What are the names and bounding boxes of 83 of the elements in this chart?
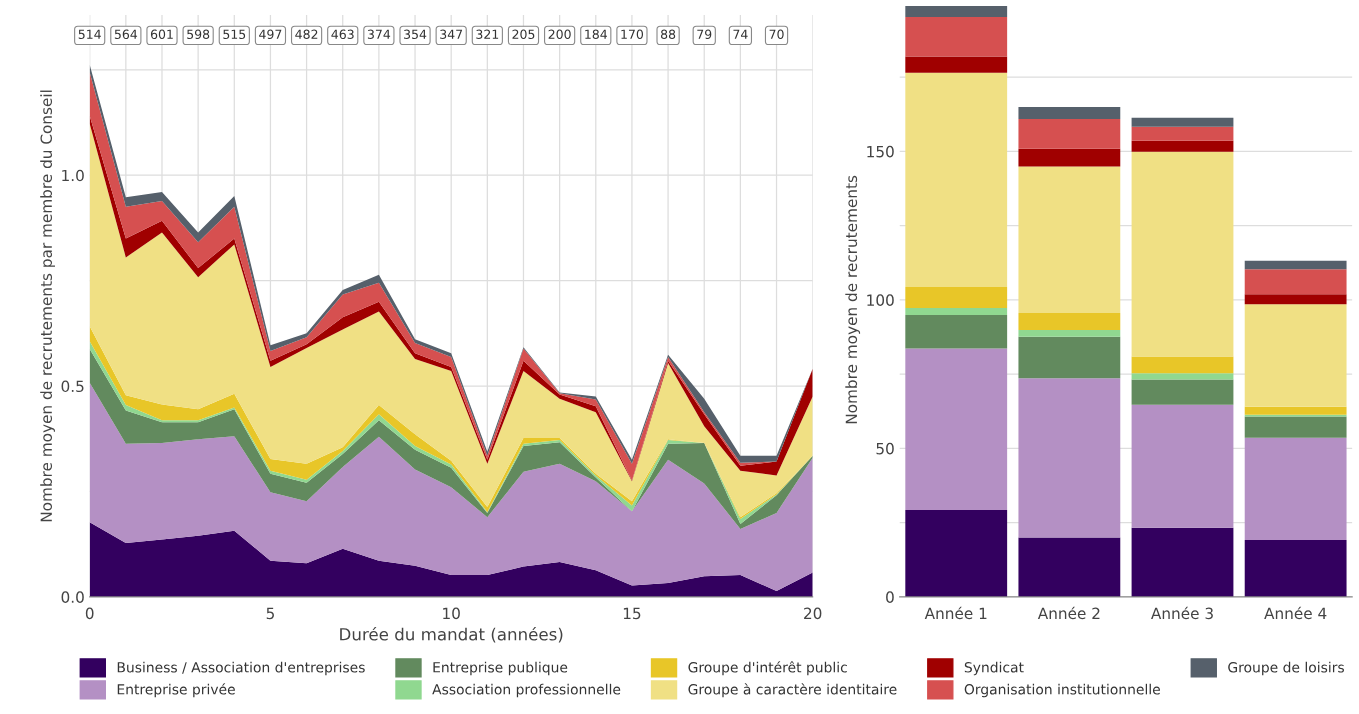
x-tick-label: 5 xyxy=(266,607,274,620)
y-tick-label: 0.0 xyxy=(61,591,84,603)
legend-label: Entreprise privée xyxy=(117,683,235,698)
annotation: 88 xyxy=(660,29,676,39)
legend-label: Groupe de loisirs xyxy=(1228,661,1344,676)
bar xyxy=(1018,148,1121,167)
annotation: 564 xyxy=(114,29,138,39)
y-tick-label: 0 xyxy=(886,591,894,603)
bar xyxy=(1244,437,1347,540)
annotation: 321 xyxy=(476,29,499,39)
x-tick-label: 0 xyxy=(85,607,94,620)
legend-label: Association professionnelle xyxy=(432,683,621,698)
y-tick-label: 50 xyxy=(876,442,894,455)
annotation: 463 xyxy=(331,29,354,39)
y-tick-label: 150 xyxy=(867,145,894,158)
bar xyxy=(905,315,1008,349)
y-axis-title: Nombre moyen de recrutements xyxy=(845,175,861,424)
bar xyxy=(905,307,1008,316)
y-tick-label: 1.0 xyxy=(62,169,84,182)
x-axis-title: Durée du mandat (années) xyxy=(340,627,563,643)
annotation: 205 xyxy=(512,29,535,39)
x-tick-label: 20 xyxy=(804,607,822,620)
bar xyxy=(1244,294,1347,305)
bar xyxy=(905,348,1008,510)
bar xyxy=(1131,379,1234,405)
bar xyxy=(1244,269,1347,295)
y-tick-label: 0.5 xyxy=(61,380,84,393)
annotation: 497 xyxy=(259,29,282,39)
bar xyxy=(1131,373,1234,380)
bar xyxy=(1018,336,1121,379)
legend-label: Groupe à caractère identitaire xyxy=(688,683,897,698)
bar xyxy=(1018,107,1121,119)
legend-label: Syndicat xyxy=(964,661,1024,676)
annotation: 374 xyxy=(367,29,391,39)
annotation: 74 xyxy=(733,29,748,39)
x-tick-label: Année 3 xyxy=(1151,606,1213,620)
bar xyxy=(905,72,1008,288)
x-tick-label: 10 xyxy=(443,607,460,620)
bar xyxy=(1018,166,1121,313)
bar xyxy=(905,287,1008,308)
annotation: 515 xyxy=(223,29,246,39)
bar xyxy=(1131,140,1234,152)
bar xyxy=(1244,539,1347,597)
annotation: 70 xyxy=(769,29,784,39)
bar xyxy=(1244,416,1347,438)
x-tick-label: Année 2 xyxy=(1037,606,1100,620)
legend-label: Entreprise publique xyxy=(433,661,568,676)
bar xyxy=(905,17,1008,57)
bar xyxy=(1131,117,1234,127)
x-tick-label: Année 1 xyxy=(924,606,987,620)
annotation: 200 xyxy=(548,29,571,39)
annotation: 514 xyxy=(78,29,101,39)
bar xyxy=(905,6,1008,18)
legend-label: Business / Association d'entreprises xyxy=(117,661,365,676)
y-tick-label: 100 xyxy=(867,294,894,306)
bar xyxy=(1131,527,1234,597)
bar xyxy=(905,509,1008,597)
bar xyxy=(1244,304,1347,407)
bar xyxy=(1018,537,1121,597)
bar xyxy=(1018,329,1121,337)
bar xyxy=(1131,126,1234,141)
legend-label: Groupe d'intérêt public xyxy=(688,661,847,676)
annotation: 354 xyxy=(404,29,427,39)
bar xyxy=(1244,406,1347,415)
annotation: 170 xyxy=(621,29,644,39)
bar xyxy=(1018,312,1121,330)
bar xyxy=(1131,151,1234,357)
bar xyxy=(1244,260,1347,270)
annotation: 601 xyxy=(150,29,173,39)
legend-label: Organisation institutionnelle xyxy=(964,683,1160,698)
bar xyxy=(1131,356,1234,374)
x-tick-label: 15 xyxy=(623,607,641,620)
bar xyxy=(905,56,1008,73)
bar xyxy=(1018,118,1121,149)
annotation: 598 xyxy=(187,29,210,39)
annotation: 79 xyxy=(697,29,712,39)
x-tick-label: Année 4 xyxy=(1264,606,1327,620)
annotation: 184 xyxy=(585,29,608,39)
bar xyxy=(1018,378,1121,538)
y-axis-title: Nombre moyen de recrutements par membre du Conseil xyxy=(40,90,55,522)
annotation: 347 xyxy=(440,29,463,39)
annotation: 482 xyxy=(295,29,318,39)
bar xyxy=(1131,404,1234,528)
